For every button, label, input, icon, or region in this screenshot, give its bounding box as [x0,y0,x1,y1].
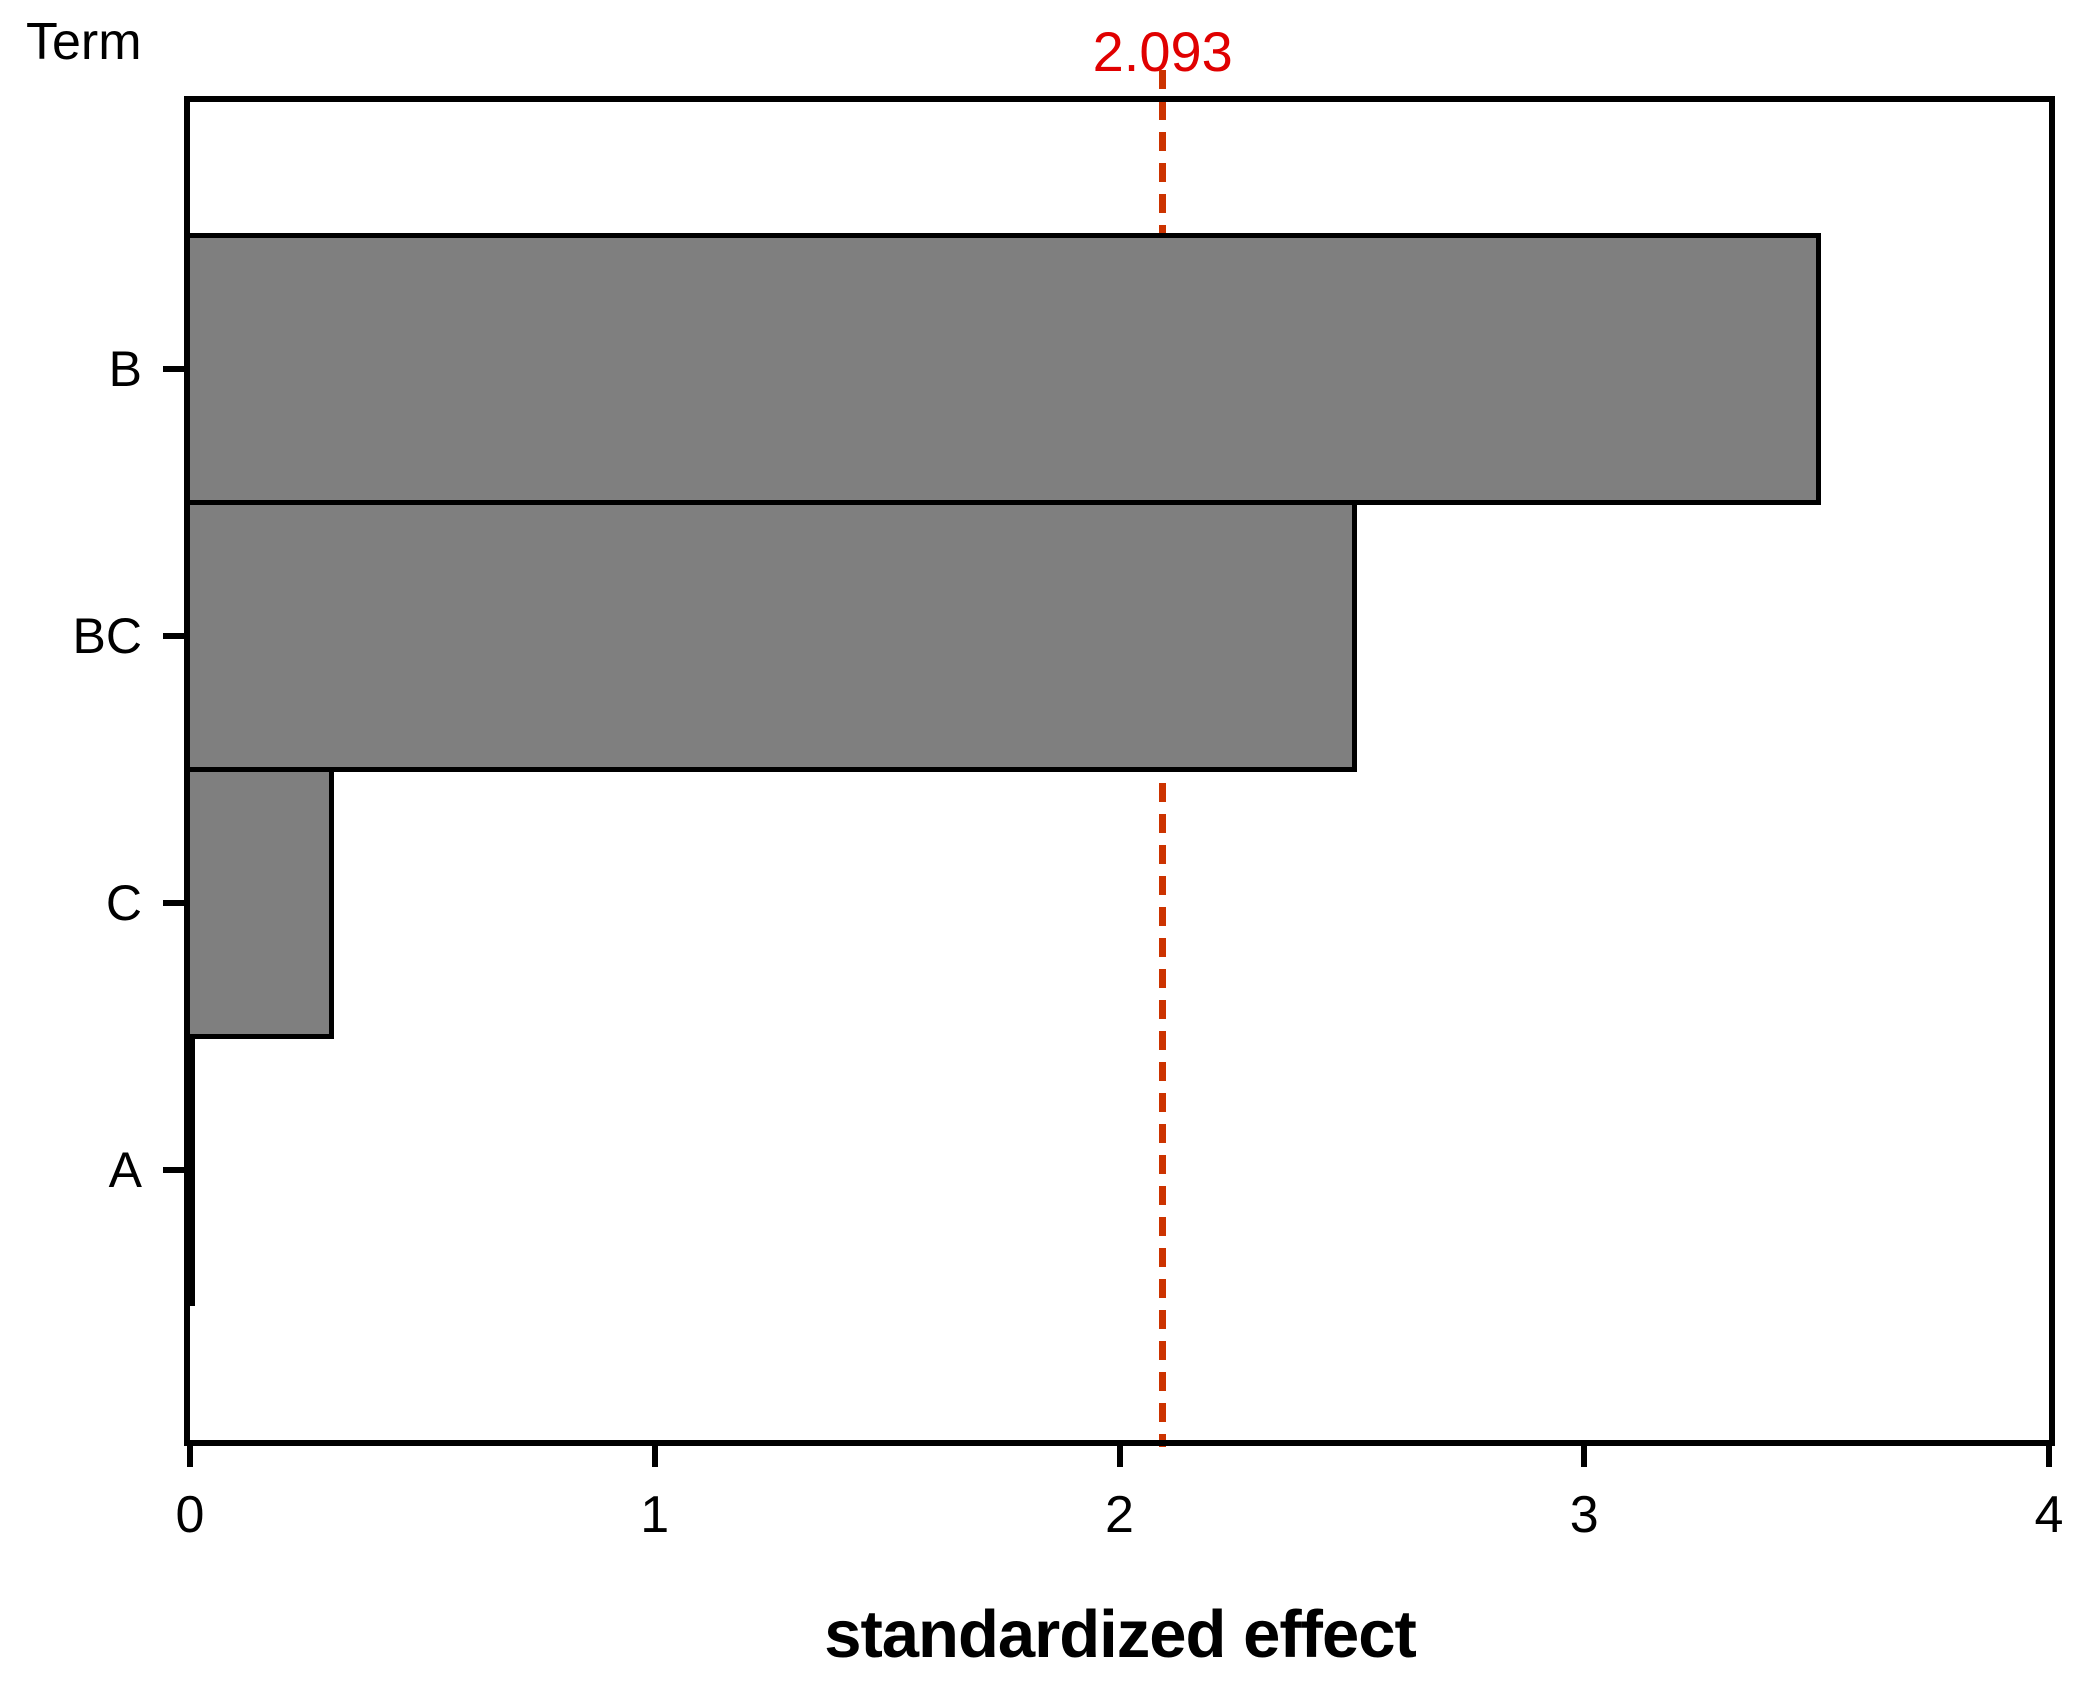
x-tick-label-2: 2 [1105,1486,1134,1544]
x-tick-label-4: 4 [2034,1486,2064,1544]
y-tick-B [163,366,185,372]
bar-B [190,233,1821,505]
y-axis-title: Term [26,13,142,71]
bar-BC [190,500,1357,772]
x-axis-title: standardized effect [824,1597,1417,1672]
x-tick-1 [651,1446,658,1467]
y-tick-label-C: C [105,875,142,931]
y-tick-C [163,900,185,906]
x-tick-4 [2046,1446,2052,1467]
y-tick-label-B: B [108,341,142,397]
bar-C [190,767,334,1039]
y-tick-label-A: A [108,1142,142,1198]
x-tick-2 [1116,1446,1123,1467]
x-tick-0 [187,1446,193,1467]
y-tick-A [163,1167,185,1173]
x-tick-label-1: 1 [640,1486,670,1544]
bar-A [190,1034,195,1306]
x-tick-label-3: 3 [1569,1486,1599,1544]
y-tick-BC [163,633,185,639]
y-tick-label-BC: BC [72,608,142,664]
x-tick-label-0: 0 [175,1486,205,1544]
x-tick-3 [1581,1446,1588,1467]
plot-area [184,96,2055,1446]
